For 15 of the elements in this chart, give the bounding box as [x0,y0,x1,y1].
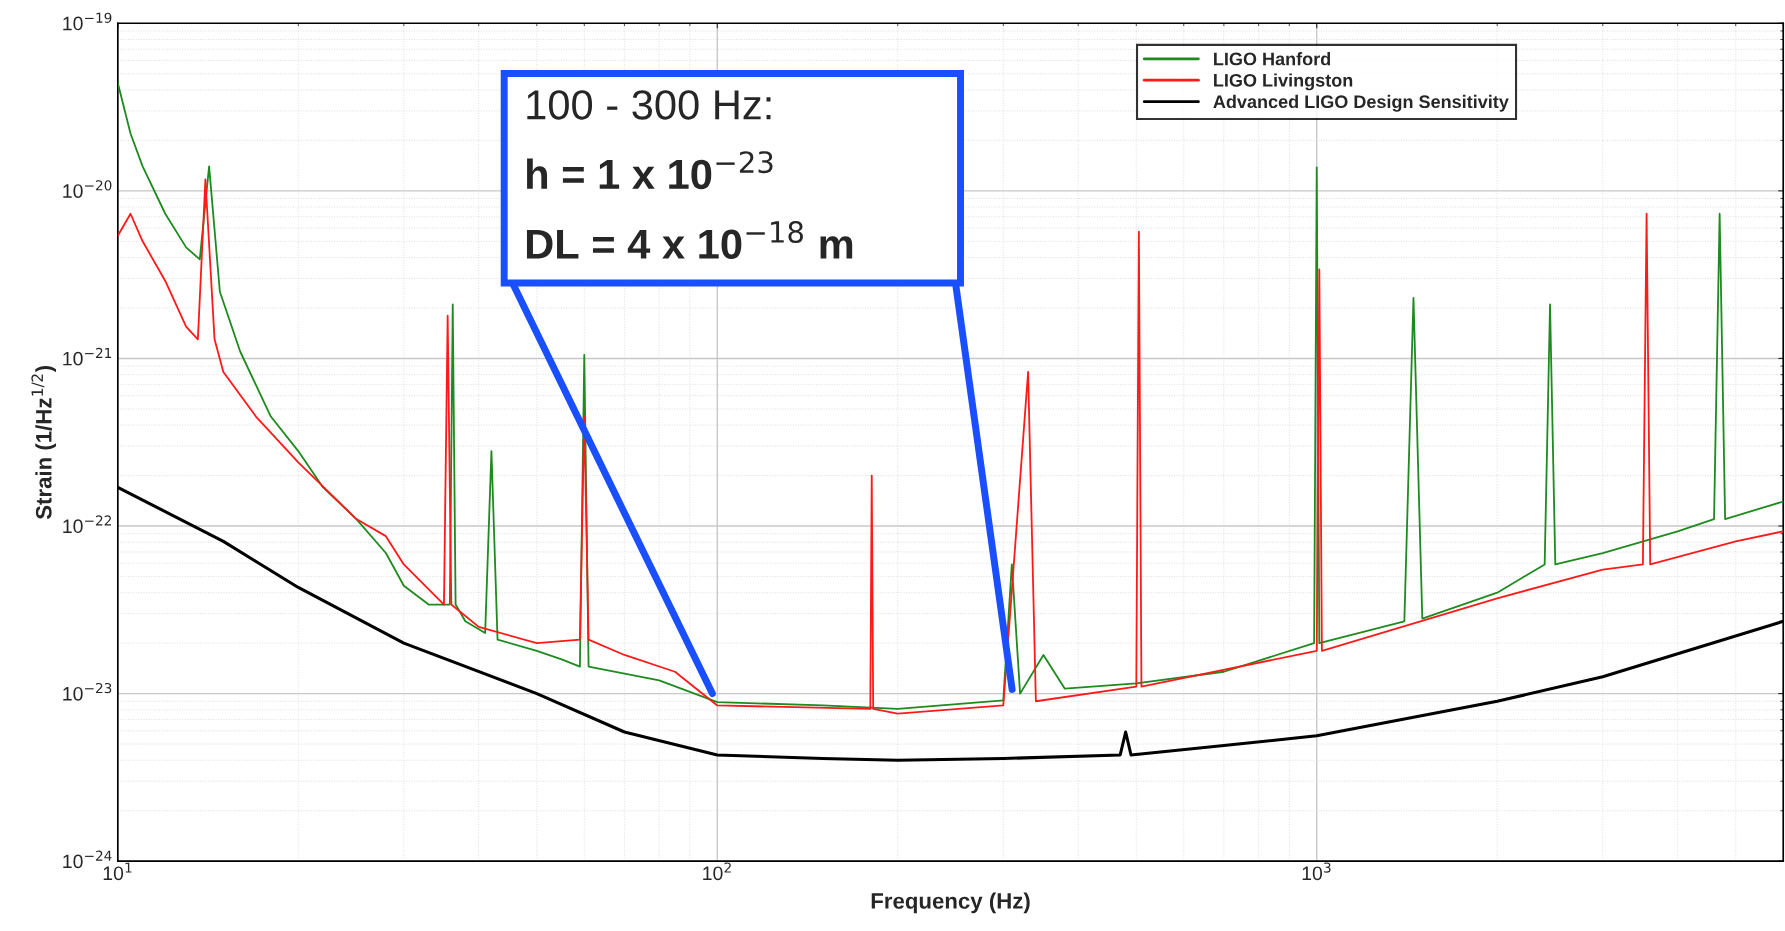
y-tick-label: 10$^{−21}$ [63,347,112,366]
y-axis-title: Strain (1/Hz$^{1/2}$) [31,365,57,520]
y-tick-label: 10$^{−19}$ [63,12,112,31]
x-tick-label: 10$^{2}$ [703,862,731,881]
x-tick-label: 10$^{3}$ [1302,862,1331,881]
legend-label: Advanced LIGO Design Sensitivity [1213,94,1509,112]
annotation: DL = 4 x 10$^{−18}$ m [526,220,853,259]
legend-label: LIGO Hanford [1214,52,1331,66]
legend-label: LIGO Livingston [1214,73,1353,91]
y-tick-label: 10$^{−22}$ [63,515,111,534]
y-tick-label: 10$^{−23}$ [63,682,112,701]
annotation: 100 - 300 Hz: [527,90,771,120]
y-tick-label: 10$^{−20}$ [63,180,112,198]
annotation: h = 1 x 10$^{−23}$ [527,151,773,190]
x-axis-title: Frequency (Hz) [871,892,1030,914]
